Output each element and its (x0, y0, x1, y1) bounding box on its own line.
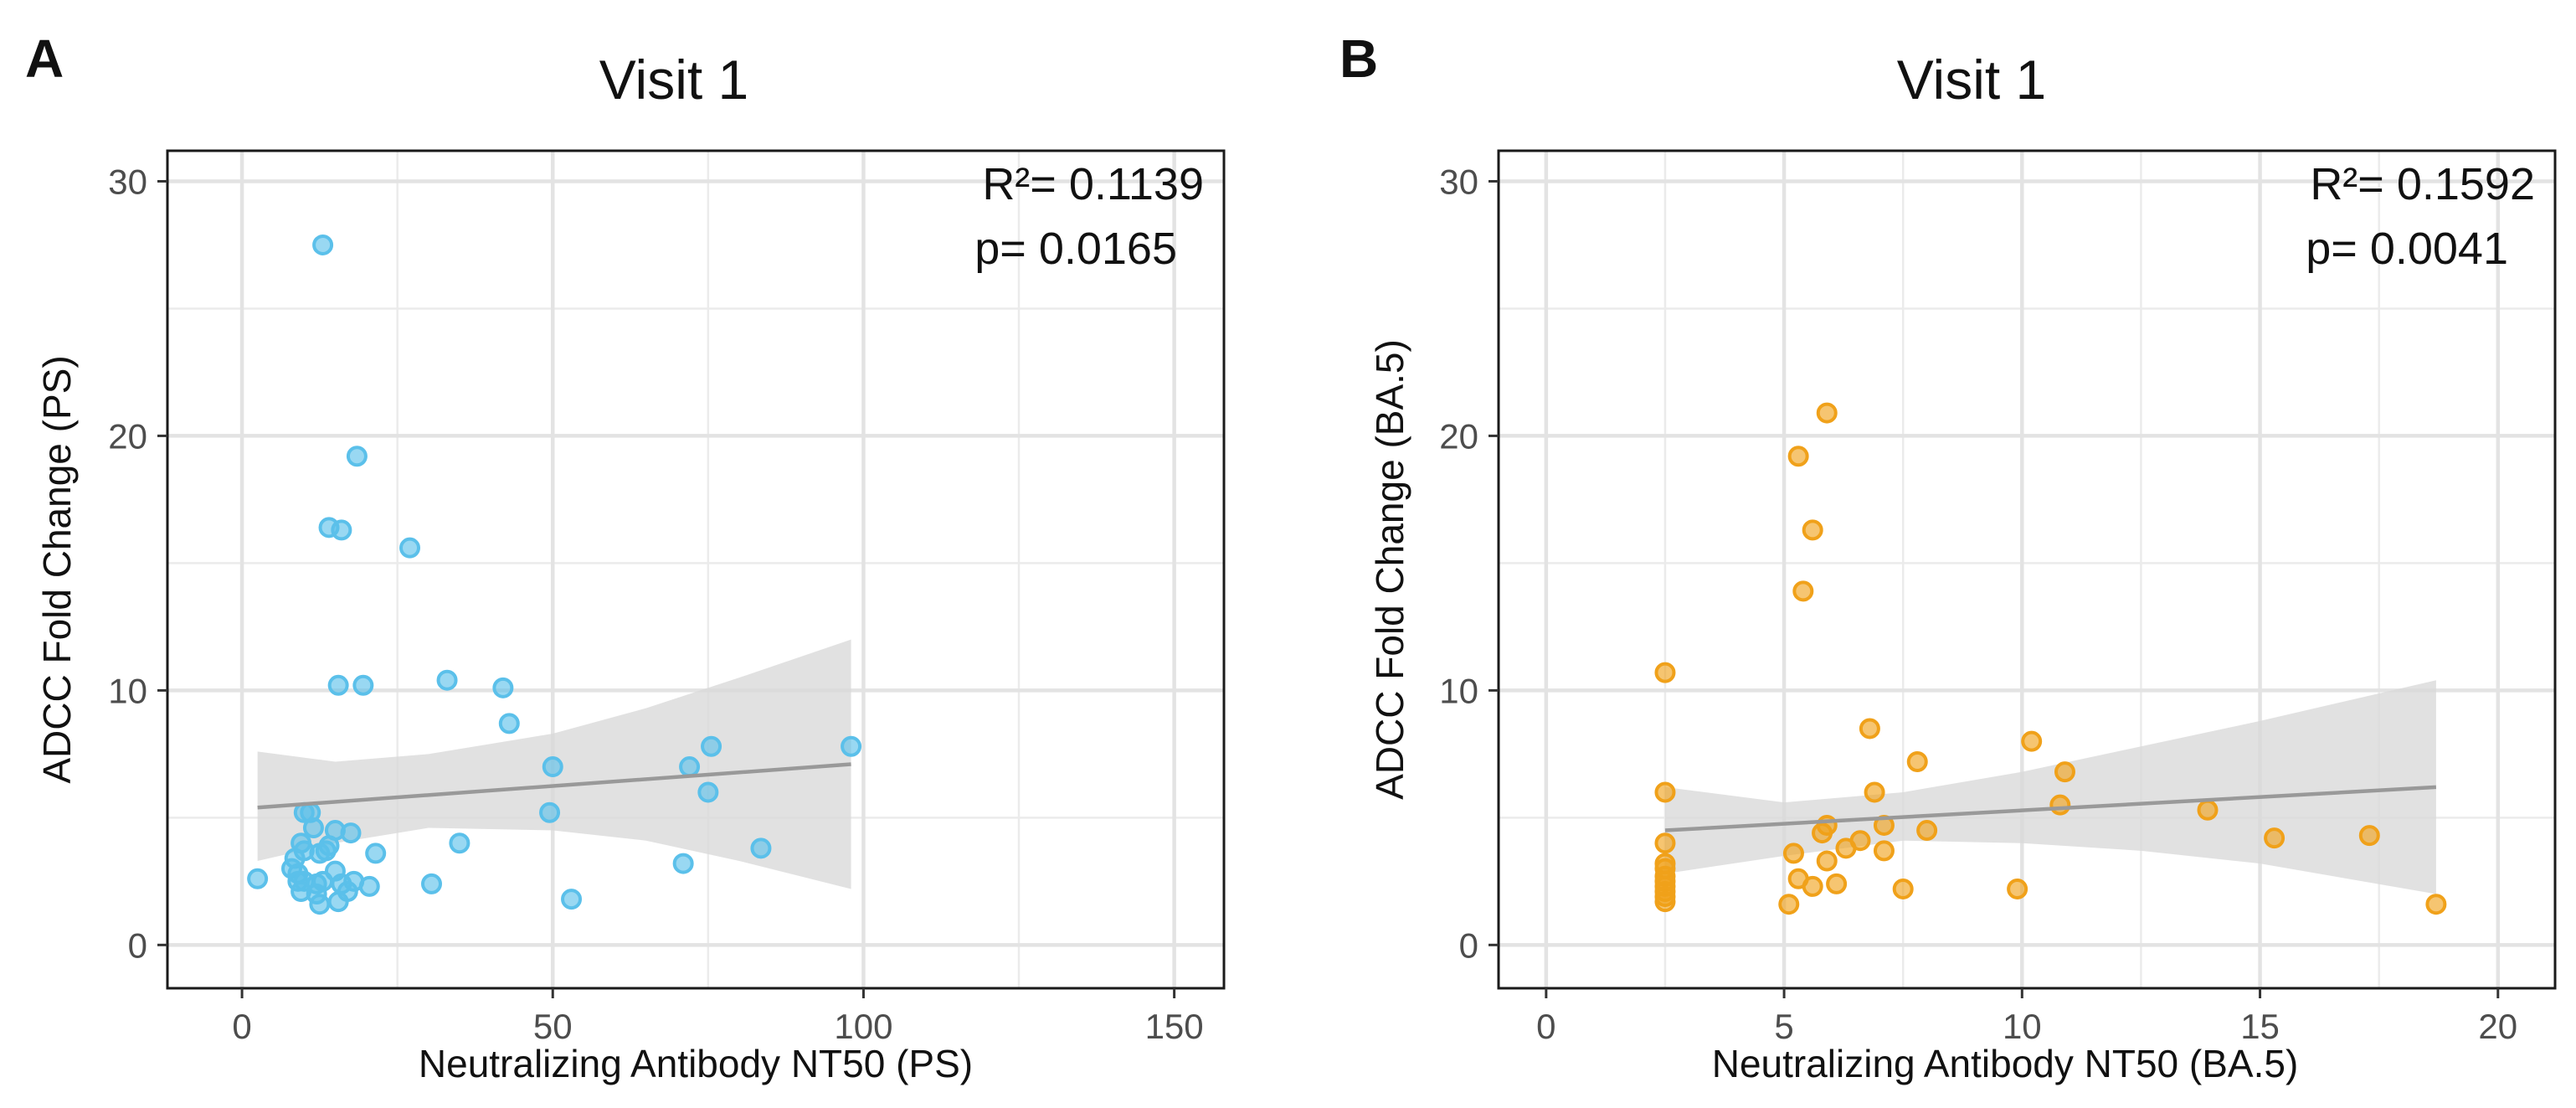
panel-b-plot-border (1497, 149, 2557, 990)
panel-b-data-point (1654, 781, 1676, 803)
panel-a-data-point (492, 677, 514, 698)
panel-a-y-tick-label: 30 (108, 162, 147, 201)
panel-b-data-point (2054, 761, 2075, 783)
panel-b-data-point (1816, 402, 1838, 424)
panel-letter-a: A (25, 28, 64, 89)
panel-b-y-tick-label: 10 (1439, 671, 1478, 710)
panel-b-data-point (2264, 827, 2285, 849)
panel-a-data-point (247, 868, 269, 889)
panel-a-data-point (302, 817, 324, 839)
panel-a-y-tick-label: 0 (128, 925, 147, 965)
panel-b-data-point (1906, 750, 1928, 772)
panel-b-data-point (2425, 894, 2447, 915)
panel-b-x-tick-label: 20 (2478, 1007, 2517, 1046)
panel-b-data-point (2358, 825, 2380, 847)
panel-a-x-tick-label: 50 (533, 1007, 573, 1046)
panel-a-data-point (312, 234, 334, 255)
panel-a-data-point (449, 832, 470, 854)
panel-b-title: Visit 1 (1897, 49, 2047, 111)
panel-a-data-point (327, 674, 349, 696)
panel-a-data-point (365, 843, 387, 864)
panel-a-data-point (701, 735, 722, 757)
panel-a-y-tick-label: 20 (108, 416, 147, 456)
panel-b-data-point (1802, 519, 1823, 541)
panel-a-points (247, 234, 862, 915)
panel-a-data-point (542, 756, 563, 778)
panel-b-x-tick-label: 10 (2003, 1007, 2042, 1046)
panel-a-data-point (346, 446, 368, 467)
panel-a-data-point (679, 756, 701, 778)
panel-a-r2-annotation: R²= 0.1139 (982, 159, 1204, 209)
panel-a-data-point (436, 669, 458, 691)
panel-b-y-tick-label: 30 (1439, 162, 1478, 201)
panel-b-x-tick-label: 0 (1536, 1007, 1555, 1046)
panel-b-r2-annotation: R²= 0.1592 (2310, 159, 2535, 209)
panel-a-y-tick-label: 10 (108, 671, 147, 710)
panel-a-data-point (358, 875, 380, 897)
panel-b-fit-group (1664, 785, 2437, 832)
panel-a-x-tick-label: 150 (1145, 1007, 1204, 1046)
panel-b-data-point (1778, 894, 1800, 915)
panel-a-data-point (399, 537, 421, 559)
panel-b-data-point (1816, 850, 1838, 872)
panel-a-fit-line (257, 762, 851, 810)
panel-b-data-point (2021, 730, 2043, 752)
panel-b-fit-line (1664, 785, 2437, 832)
panel-b-data-point (1802, 875, 1823, 897)
panel-a-data-point (672, 853, 694, 874)
panel-a-title: Visit 1 (599, 49, 749, 111)
panel-a-p-annotation: p= 0.0165 (974, 224, 1177, 274)
panel-a-x-tick-label: 100 (834, 1007, 892, 1046)
panel-b-x-axis-label: Neutralizing Antibody NT50 (BA.5) (1712, 1042, 2299, 1085)
panel-a-plot-background (167, 151, 1224, 988)
panel-b-data-point (1792, 580, 1814, 602)
panel-b-data-point (1812, 822, 1833, 844)
panel-b-points (1654, 402, 2447, 915)
panel-a-data-point (421, 873, 442, 894)
panel-a-y-axis-label: ADCC Fold Change (PS) (35, 355, 79, 783)
panel-a-data-point (697, 781, 719, 803)
panel-b-data-point (1654, 832, 1676, 854)
panel-a-data-point (327, 891, 349, 913)
panel-b-y-tick-label: 20 (1439, 416, 1478, 456)
panel-b-data-point (1787, 446, 1809, 467)
panel-b-data-point (1892, 878, 1914, 899)
panel-b-x-tick-label: 15 (2240, 1007, 2280, 1046)
panel-a-x-tick-label: 0 (232, 1007, 251, 1046)
panel-a-plot-border (166, 149, 1226, 990)
panel-b-data-point (1864, 781, 1885, 803)
panel-b-data-point (2007, 878, 2028, 899)
panel-b-y-axis-label: ADCC Fold Change (BA.5) (1368, 339, 1411, 800)
panel-a-x-axis-label: Neutralizing Antibody NT50 (PS) (419, 1042, 973, 1085)
panel-b-y-tick-label: 0 (1459, 925, 1478, 965)
panel-b-ticks: 0 5 10 15 20 0 10 20 30 (1439, 162, 2517, 1046)
panel-b-data-point (1826, 873, 1848, 894)
panel-a-data-point (561, 889, 583, 910)
panel-b: B Visit 1 0 5 10 15 20 0 10 20 30 R²= 0.1592 p= … (1339, 28, 2557, 1085)
panel-b-p-annotation: p= 0.0041 (2306, 224, 2508, 274)
panel-b-data-point (2049, 794, 2071, 816)
panel-a-fit-group (257, 762, 851, 810)
panel-b-data-point (1916, 820, 1938, 842)
panel-b-data-point (1835, 837, 1857, 859)
panel-a-data-point (331, 519, 352, 541)
panel-letter-b: B (1339, 28, 1378, 89)
panel-a-data-point (750, 837, 772, 859)
panel-b-data-point (1873, 840, 1895, 862)
panel-b-x-tick-label: 5 (1774, 1007, 1793, 1046)
panel-a: A Visit 1 0 50 100 150 0 10 20 30 R²= 0.1139 p=… (25, 28, 1226, 1085)
panel-a-data-point (841, 735, 862, 757)
panel-b-data-point (2197, 799, 2219, 821)
panel-b-data-point (1782, 843, 1804, 864)
panel-a-data-point (309, 894, 331, 915)
panel-b-data-point (1859, 718, 1880, 740)
panel-a-data-point (498, 713, 520, 734)
panel-a-data-point (539, 801, 561, 823)
panel-b-data-point (1654, 891, 1676, 913)
panel-a-data-point (352, 674, 374, 696)
panel-a-ticks: 0 50 100 150 0 10 20 30 (108, 162, 1203, 1046)
panel-a-data-point (340, 822, 362, 844)
panel-b-data-point (1654, 662, 1676, 683)
